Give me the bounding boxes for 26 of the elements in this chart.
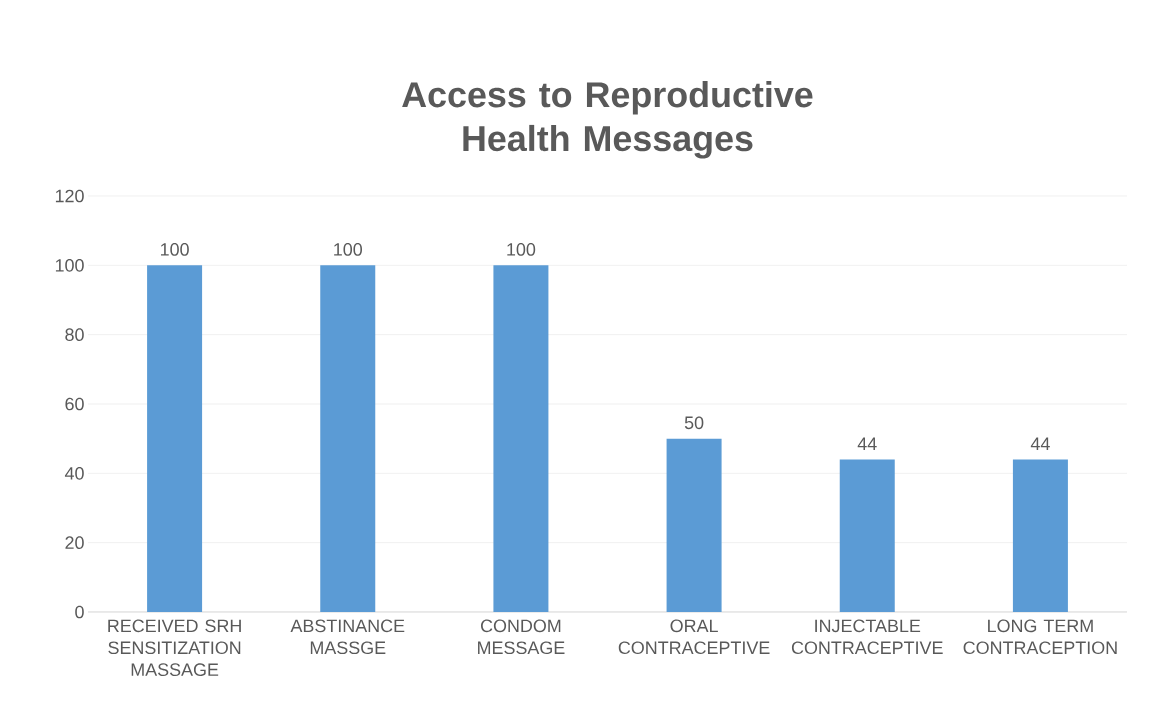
y-tick-label: 0: [75, 605, 84, 619]
y-tick-label: 60: [65, 397, 84, 411]
bar: [1012, 459, 1068, 612]
data-label: 100: [507, 243, 536, 256]
data-label: 44: [1030, 437, 1050, 450]
y-tick-label: 40: [64, 466, 84, 480]
x-tick-label: ABSTINANCE MASSGE: [290, 619, 405, 655]
chart-title: Access to Reproductive Health Messages: [402, 81, 813, 159]
x-tick-label: RECEIVED SRH SENSITIZATION MASSAGE: [108, 619, 241, 677]
data-label: 100: [160, 243, 189, 256]
y-tick-label: 120: [55, 189, 84, 203]
x-tick-label: LONG TERM CONTRACEPTION: [963, 619, 1117, 655]
bar: [839, 459, 895, 612]
bar: [493, 265, 549, 612]
y-tick-label: 80: [65, 328, 84, 341]
x-tick-label: CONDOM MESSAGE: [478, 619, 565, 655]
bar: [666, 438, 722, 612]
y-tick-label: 20: [65, 536, 84, 549]
bar: [147, 265, 203, 612]
data-label: 44: [857, 437, 877, 450]
data-label: 100: [334, 243, 363, 256]
y-tick-label: 100: [55, 258, 84, 272]
data-label: 50: [684, 416, 704, 430]
x-tick-label: ORAL CONTRACEPTIVE: [618, 619, 770, 655]
x-tick-label: INJECTABLE CONTRACEPTIVE: [791, 619, 943, 655]
bar: [320, 265, 376, 612]
